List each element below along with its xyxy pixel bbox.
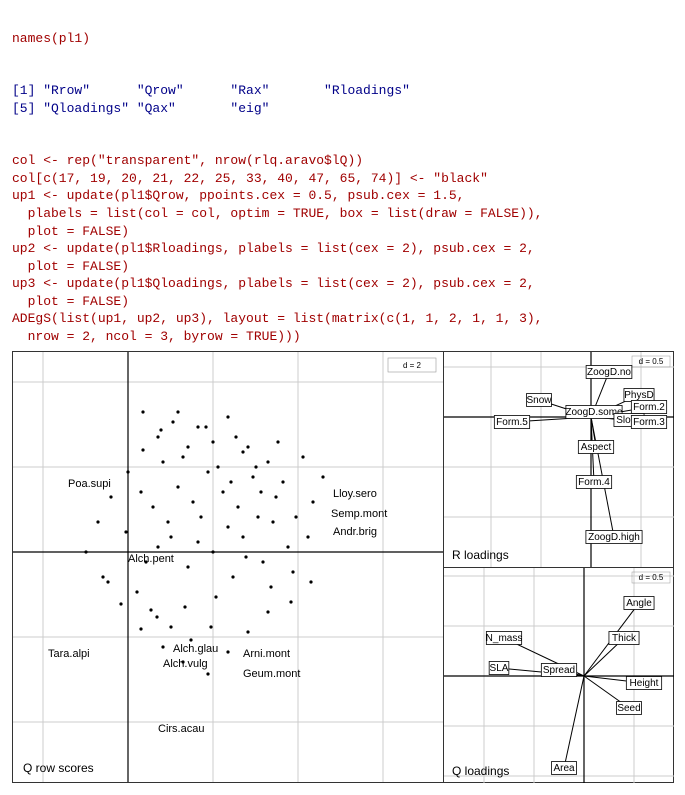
svg-text:Thick: Thick bbox=[612, 634, 637, 645]
code-line: col[c(17, 19, 20, 21, 22, 25, 33, 40, 47… bbox=[12, 171, 488, 186]
svg-text:Alch.glau: Alch.glau bbox=[173, 643, 218, 655]
code-block: names(pl1) [1] "Rrow" "Qrow" "Rax" "Rloa… bbox=[12, 12, 673, 345]
code-line: names(pl1) bbox=[12, 31, 90, 46]
svg-text:Angle: Angle bbox=[626, 599, 652, 610]
svg-text:ZoogD.high: ZoogD.high bbox=[588, 533, 640, 544]
qloadings-panel: d = 0.5 Angle N_mass Thick SLA Spread Height Se… bbox=[444, 568, 674, 783]
svg-text:R loadings: R loadings bbox=[452, 548, 509, 562]
svg-text:Alch.vulg: Alch.vulg bbox=[163, 658, 208, 670]
svg-text:d = 2: d = 2 bbox=[403, 361, 422, 370]
svg-text:N_mass: N_mass bbox=[486, 634, 523, 645]
svg-text:PhysD: PhysD bbox=[624, 391, 653, 402]
rloadings-panel: d = 0.5ZoogD.noSnowPhysDForm.2ZoogD.some… bbox=[444, 352, 674, 568]
svg-text:d = 0.5: d = 0.5 bbox=[639, 357, 664, 366]
svg-text:Poa.supi: Poa.supi bbox=[68, 478, 111, 490]
svg-text:ZoogD.no: ZoogD.no bbox=[587, 368, 631, 379]
svg-text:Arni.mont: Arni.mont bbox=[243, 648, 290, 660]
plot-layout: d = 2 Poa.supi Alch.pent Lloy.sero Semp.mont… bbox=[12, 351, 674, 783]
svg-text:Aspect: Aspect bbox=[581, 443, 612, 454]
svg-text:Seed: Seed bbox=[617, 704, 640, 715]
svg-text:Spread: Spread bbox=[543, 666, 575, 677]
svg-text:Q row scores: Q row scores bbox=[23, 761, 94, 775]
svg-text:Snow: Snow bbox=[526, 396, 552, 407]
svg-text:Andr.brig: Andr.brig bbox=[333, 526, 377, 538]
svg-text:Lloy.sero: Lloy.sero bbox=[333, 488, 377, 500]
svg-text:Alch.pent: Alch.pent bbox=[128, 553, 174, 565]
code-line: up3 <- update(pl1$Qloadings, plabels = l… bbox=[12, 276, 535, 291]
svg-text:Semp.mont: Semp.mont bbox=[331, 508, 387, 520]
code-line: up1 <- update(pl1$Qrow, ppoints.cex = 0.… bbox=[12, 188, 464, 203]
qloadings-svg: d = 0.5 Angle N_mass Thick SLA Spread Height Se… bbox=[444, 568, 674, 783]
code-line: plabels = list(col = col, optim = TRUE, … bbox=[12, 206, 543, 221]
code-line: plot = FALSE) bbox=[12, 224, 129, 239]
svg-text:SLA: SLA bbox=[490, 664, 509, 675]
code-line: nrow = 2, ncol = 3, byrow = TRUE))) bbox=[12, 329, 301, 344]
svg-text:Form.3: Form.3 bbox=[633, 418, 665, 429]
svg-text:d = 0.5: d = 0.5 bbox=[639, 573, 664, 582]
qrow-svg: d = 2 Poa.supi Alch.pent Lloy.sero Semp.mont… bbox=[13, 352, 443, 782]
rloadings-svg: d = 0.5ZoogD.noSnowPhysDForm.2ZoogD.some… bbox=[444, 352, 674, 567]
svg-text:Form.5: Form.5 bbox=[496, 418, 528, 429]
code-line: plot = FALSE) bbox=[12, 294, 129, 309]
svg-text:Tara.alpi: Tara.alpi bbox=[48, 648, 90, 660]
code-line: ADEgS(list(up1, up2, up3), layout = list… bbox=[12, 311, 543, 326]
code-line: plot = FALSE) bbox=[12, 259, 129, 274]
code-line: up2 <- update(pl1$Rloadings, plabels = l… bbox=[12, 241, 535, 256]
svg-text:Height: Height bbox=[630, 679, 659, 690]
svg-text:Form.4: Form.4 bbox=[578, 478, 610, 489]
svg-text:Q loadings: Q loadings bbox=[452, 764, 509, 778]
svg-text:Cirs.acau: Cirs.acau bbox=[158, 723, 204, 735]
code-line: col <- rep("transparent", nrow(rlq.aravo… bbox=[12, 153, 363, 168]
svg-text:Geum.mont: Geum.mont bbox=[243, 668, 300, 680]
qrow-panel: d = 2 Poa.supi Alch.pent Lloy.sero Semp.mont… bbox=[13, 352, 444, 782]
output-line: [5] "Qloadings" "Qax" "eig" bbox=[12, 101, 269, 116]
svg-text:Area: Area bbox=[553, 764, 575, 775]
output-line: [1] "Rrow" "Qrow" "Rax" "Rloadings" bbox=[12, 83, 410, 98]
svg-text:Form.2: Form.2 bbox=[633, 403, 665, 414]
